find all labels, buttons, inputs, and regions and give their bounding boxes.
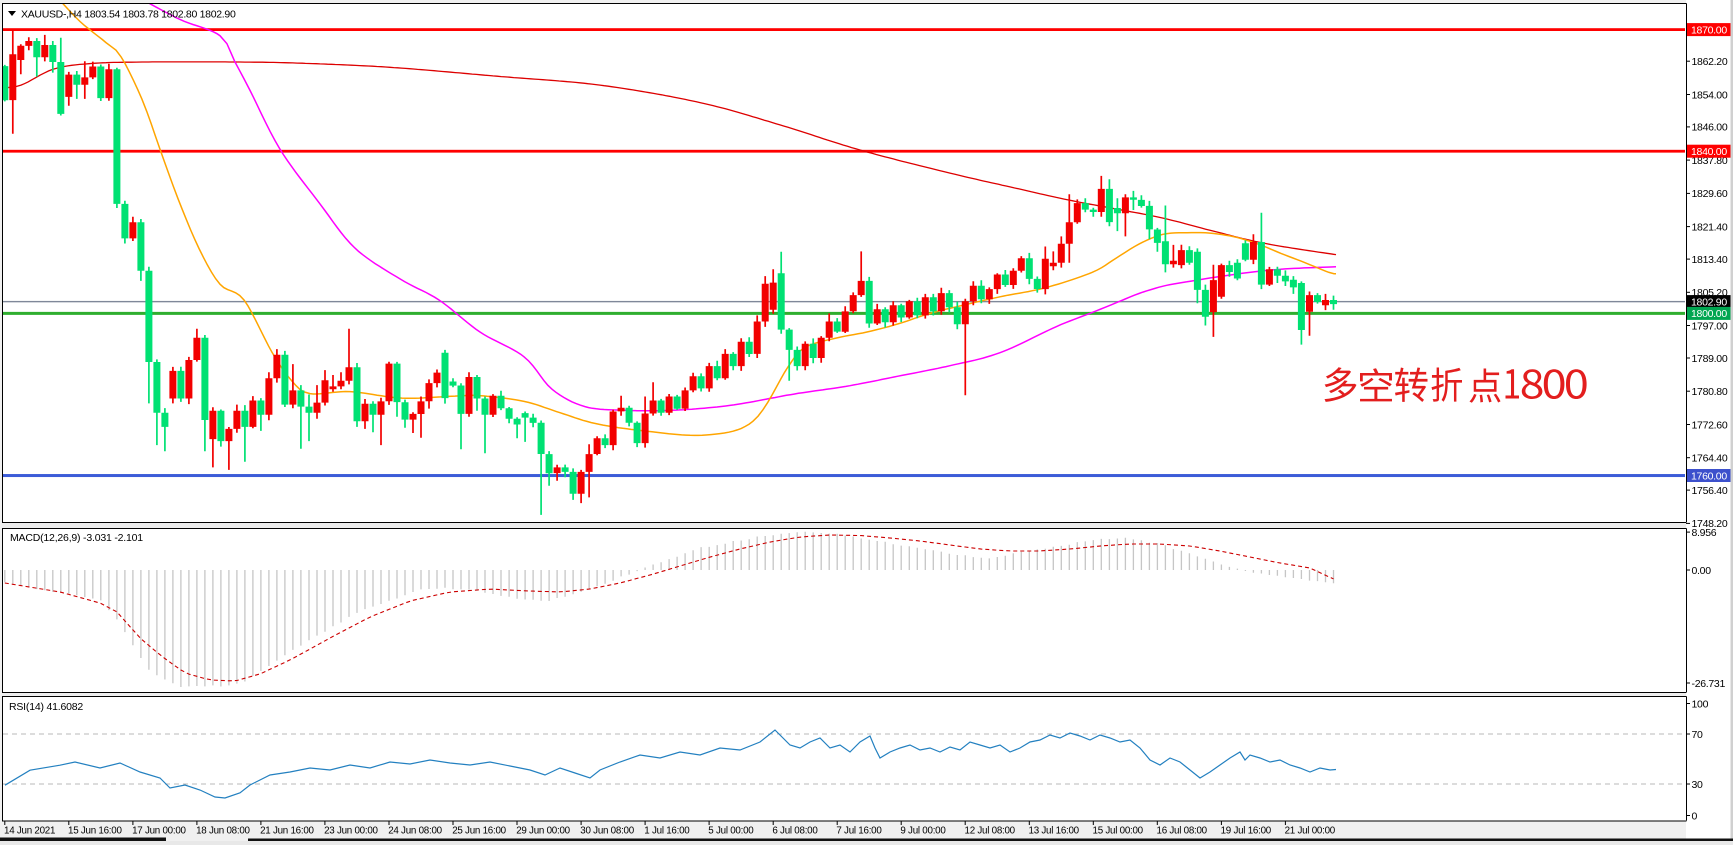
svg-text:1837.80: 1837.80 [1692,155,1728,167]
svg-text:1756.40: 1756.40 [1692,485,1728,497]
svg-text:16 Jul 08:00: 16 Jul 08:00 [1157,826,1208,837]
svg-text:1772.60: 1772.60 [1692,419,1728,431]
svg-text:23 Jun 00:00: 23 Jun 00:00 [324,826,378,837]
svg-text:1748.20: 1748.20 [1692,518,1728,530]
svg-text:1854.00: 1854.00 [1692,89,1728,101]
svg-text:13 Jul 16:00: 13 Jul 16:00 [1029,826,1080,837]
svg-text:25 Jun 16:00: 25 Jun 16:00 [452,826,506,837]
svg-text:17 Jun 00:00: 17 Jun 00:00 [132,826,186,837]
svg-text:19 Jul 16:00: 19 Jul 16:00 [1221,826,1272,837]
svg-text:12 Jul 08:00: 12 Jul 08:00 [965,826,1016,837]
svg-text:100: 100 [1692,698,1709,710]
svg-text:1870.00: 1870.00 [1691,24,1727,36]
svg-text:0.00: 0.00 [1692,565,1712,577]
svg-text:14 Jun 2021: 14 Jun 2021 [4,826,55,837]
svg-text:29 Jun 00:00: 29 Jun 00:00 [516,826,570,837]
svg-text:21 Jun 16:00: 21 Jun 16:00 [260,826,314,837]
svg-text:1821.40: 1821.40 [1692,221,1728,233]
svg-text:1813.40: 1813.40 [1692,254,1728,266]
svg-text:30: 30 [1692,779,1704,791]
svg-text:15 Jun 16:00: 15 Jun 16:00 [68,826,122,837]
svg-text:21 Jul 00:00: 21 Jul 00:00 [1285,826,1336,837]
svg-text:6 Jul 08:00: 6 Jul 08:00 [772,826,818,837]
svg-text:1829.60: 1829.60 [1692,188,1728,200]
svg-text:5 Jul 00:00: 5 Jul 00:00 [708,826,754,837]
svg-text:1802.90: 1802.90 [1691,296,1727,308]
svg-text:9 Jul 00:00: 9 Jul 00:00 [900,826,946,837]
svg-text:70: 70 [1692,729,1704,741]
svg-text:1800.00: 1800.00 [1691,308,1727,320]
svg-text:MACD(12,26,9) -3.031 -2.101: MACD(12,26,9) -3.031 -2.101 [10,532,143,544]
svg-text:18 Jun 08:00: 18 Jun 08:00 [196,826,250,837]
svg-text:1840.00: 1840.00 [1691,146,1727,158]
svg-text:1846.00: 1846.00 [1692,122,1728,134]
svg-text:1862.20: 1862.20 [1692,56,1728,68]
svg-text:RSI(14) 41.6082: RSI(14) 41.6082 [9,701,83,713]
svg-text:7 Jul 16:00: 7 Jul 16:00 [836,826,882,837]
svg-text:1797.00: 1797.00 [1692,320,1728,332]
svg-text:1789.00: 1789.00 [1692,353,1728,365]
svg-text:8.956: 8.956 [1692,527,1717,539]
svg-text:XAUUSD-,H4 1803.54 1803.78 18: XAUUSD-,H4 1803.54 1803.78 1802.80 1802.… [21,9,236,21]
svg-text:1780.80: 1780.80 [1692,386,1728,398]
svg-text:0: 0 [1692,810,1698,822]
svg-text:15 Jul 00:00: 15 Jul 00:00 [1093,826,1144,837]
svg-text:-26.731: -26.731 [1692,678,1726,690]
svg-text:1764.40: 1764.40 [1692,453,1728,465]
svg-text:30 Jun 08:00: 30 Jun 08:00 [580,826,634,837]
svg-text:1 Jul 16:00: 1 Jul 16:00 [644,826,690,837]
svg-text:24 Jun 08:00: 24 Jun 08:00 [388,826,442,837]
svg-text:1760.00: 1760.00 [1691,470,1727,482]
